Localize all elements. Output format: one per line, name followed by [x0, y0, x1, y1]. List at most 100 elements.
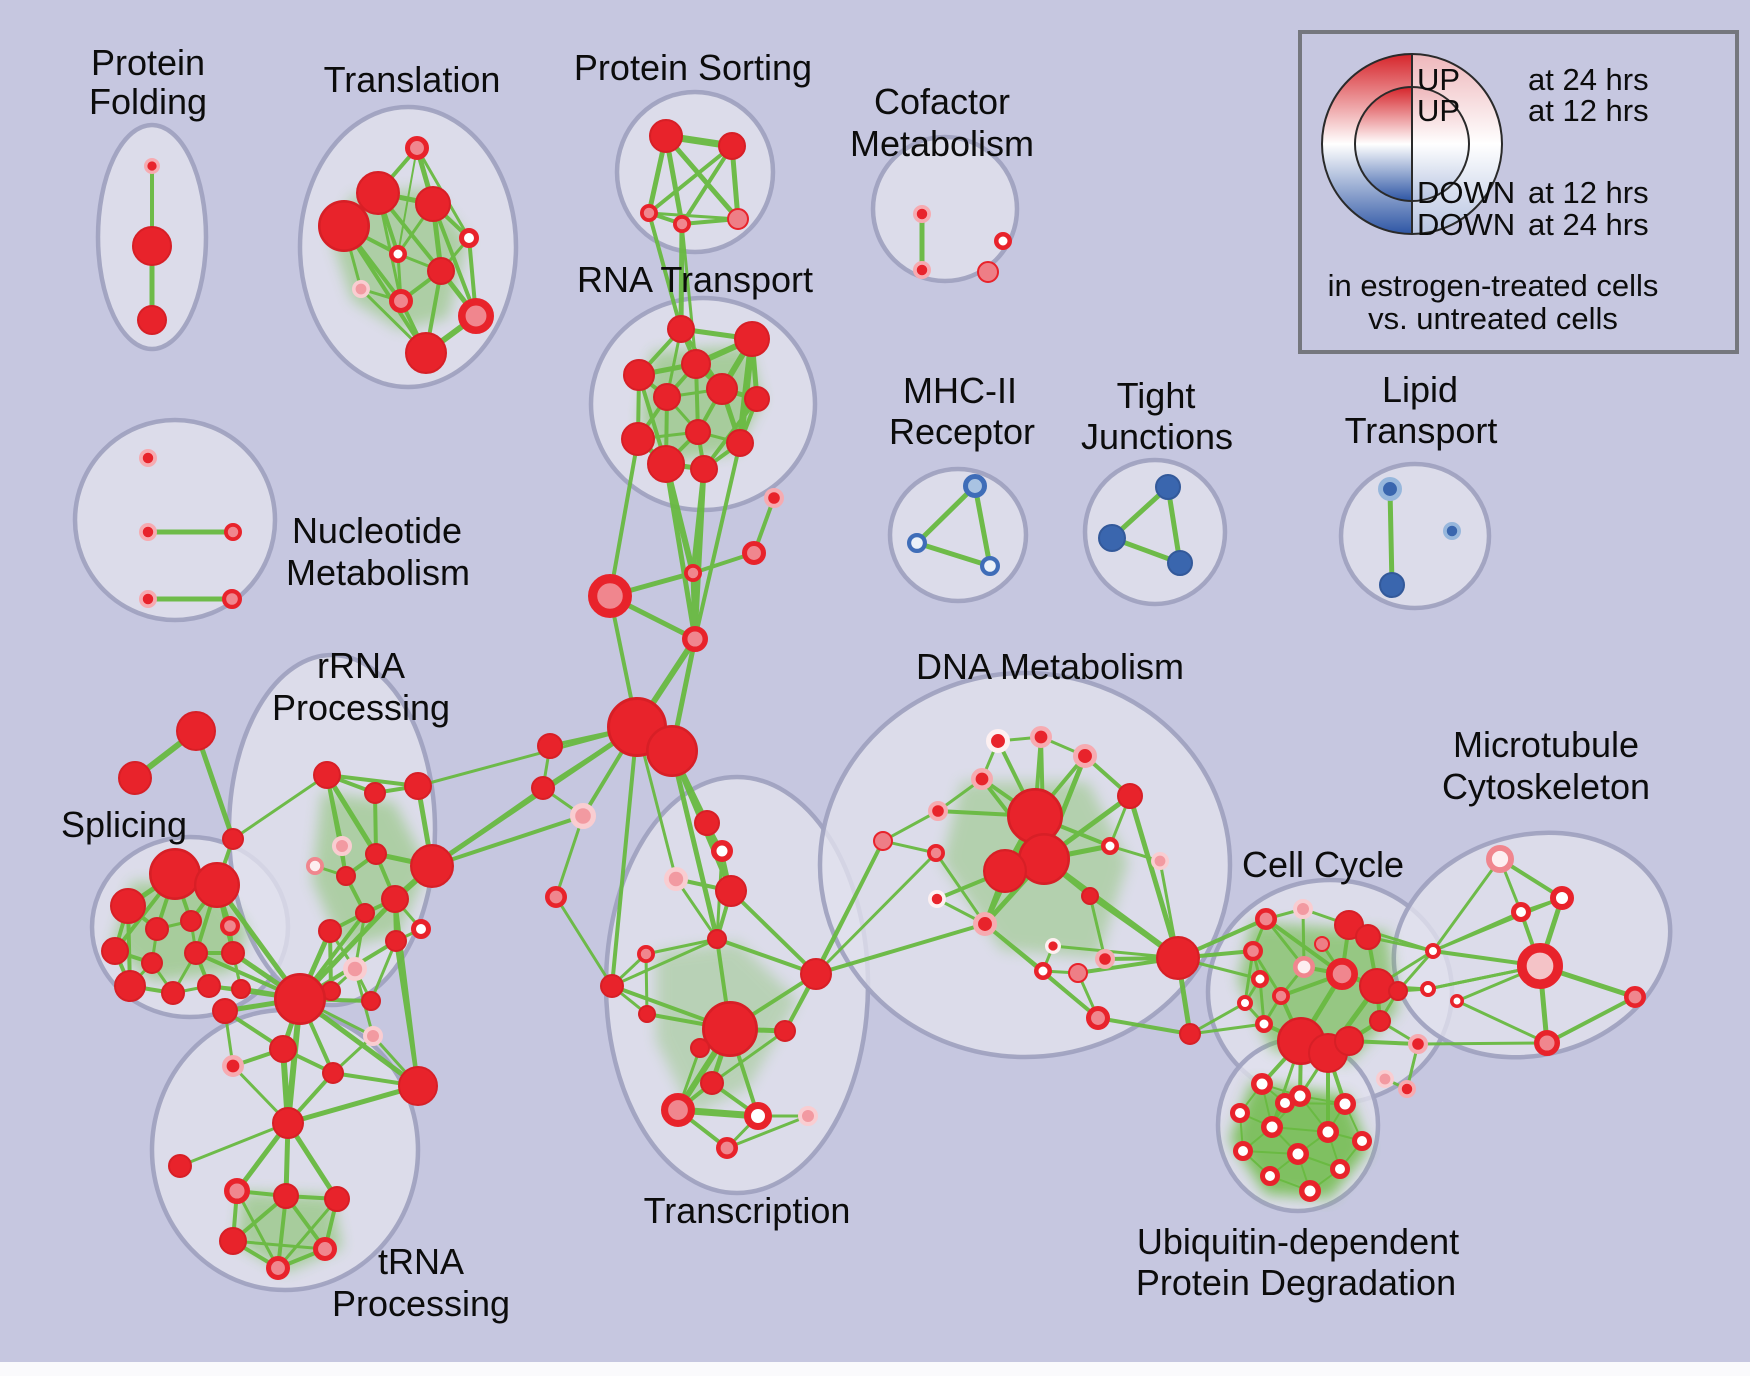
- gene-node: [317, 200, 370, 253]
- network-edge: [1088, 894, 1107, 961]
- gene-node: [1317, 1121, 1339, 1143]
- gene-node: [994, 232, 1012, 250]
- legend-box: [1298, 30, 1739, 354]
- cluster-bubble-cofactor-metabolism: [870, 134, 1020, 284]
- gene-node: [365, 843, 387, 865]
- network-edge: [430, 814, 585, 868]
- gene-node: [1388, 981, 1408, 1001]
- gene-node: [149, 847, 202, 900]
- gene-node: [1117, 783, 1143, 809]
- gene-node: [734, 321, 770, 357]
- gene-node: [1255, 907, 1278, 930]
- gene-node: [1425, 943, 1441, 959]
- gene-node: [927, 800, 948, 821]
- network-edge: [1096, 1016, 1192, 1036]
- gene-node: [265, 1256, 290, 1281]
- gene-node: [1533, 1029, 1560, 1056]
- legend-note: vs. untreated cells: [1368, 301, 1618, 336]
- gene-node: [410, 843, 455, 888]
- network-edge: [710, 1029, 787, 1085]
- gene-node: [1516, 943, 1563, 990]
- cluster-label-trna-processing: tRNA: [378, 1241, 464, 1282]
- gene-node: [197, 974, 221, 998]
- edge-blob: [1238, 922, 1398, 1063]
- legend-entry-time: at 24 hrs: [1528, 62, 1649, 97]
- legend-entry-time: at 12 hrs: [1528, 93, 1649, 128]
- gene-node: [963, 473, 988, 498]
- gene-node: [1398, 1080, 1417, 1099]
- gene-node: [623, 359, 655, 391]
- network-edge: [725, 1114, 810, 1150]
- gene-node: [685, 419, 711, 445]
- gene-node: [1314, 936, 1330, 952]
- gene-node: [457, 297, 494, 334]
- network-edge: [680, 144, 734, 226]
- gene-node: [355, 903, 375, 923]
- legend: UP at 24 hrs UP at 12 hrs DOWN at 12 hrs DOWN a…: [1298, 30, 1739, 354]
- gene-node: [322, 1062, 344, 1084]
- gene-node: [1155, 935, 1200, 980]
- gene-node: [404, 772, 432, 800]
- cluster-label-nucleotide-metabolism: Nucleotide: [292, 510, 462, 551]
- gene-node: [1369, 1010, 1391, 1032]
- gene-node: [742, 541, 767, 566]
- gene-node: [661, 1092, 696, 1127]
- cluster-label-protein-sorting: Protein Sorting: [574, 47, 812, 88]
- gene-node: [1260, 1166, 1280, 1186]
- network-edge: [324, 772, 379, 857]
- gene-node: [726, 429, 754, 457]
- nodes-layer: [101, 119, 1647, 1281]
- network-edge: [1431, 857, 1502, 953]
- gene-node: [1330, 1159, 1350, 1179]
- gene-node: [1086, 1006, 1111, 1031]
- gene-node: [1251, 1073, 1273, 1095]
- gene-node: [223, 523, 242, 542]
- gene-node: [1293, 955, 1316, 978]
- cluster-bubble-mhc-ii-receptor: [887, 466, 1029, 604]
- gene-node: [1272, 987, 1291, 1006]
- cluster-label-rrna-processing: Processing: [272, 687, 450, 728]
- gene-node: [1550, 886, 1574, 910]
- cluster-label-cell-cycle: Cell Cycle: [1242, 844, 1404, 885]
- gene-node: [1378, 476, 1403, 501]
- gene-node: [531, 776, 555, 800]
- gene-node: [1420, 981, 1436, 997]
- gene-node: [273, 1183, 299, 1209]
- gene-node: [600, 974, 624, 998]
- gene-node: [711, 840, 733, 862]
- gene-node: [621, 422, 655, 456]
- gene-node: [324, 1186, 350, 1212]
- network-edge: [663, 461, 698, 642]
- cluster-label-trna-processing: Processing: [332, 1283, 510, 1324]
- gene-node: [913, 261, 932, 280]
- gene-node: [1334, 1026, 1364, 1056]
- gene-node: [427, 257, 455, 285]
- gene-node: [913, 204, 932, 223]
- gene-node: [404, 331, 447, 374]
- gene-node: [1251, 970, 1269, 988]
- gene-node: [906, 532, 927, 553]
- gene-node: [1167, 550, 1193, 576]
- gene-node: [667, 315, 695, 343]
- gene-node: [1034, 962, 1052, 980]
- cluster-bubble-nucleotide-metabolism: [72, 417, 278, 623]
- gene-node: [645, 724, 698, 777]
- network-edge: [693, 441, 742, 641]
- gene-node: [702, 1001, 759, 1058]
- gene-node: [681, 349, 711, 379]
- gene-node: [114, 970, 146, 1002]
- legend-glyph-inner-right: [1412, 87, 1469, 201]
- gene-node: [1325, 957, 1358, 990]
- network-edge: [610, 937, 719, 988]
- gene-node: [727, 208, 749, 230]
- gene-node: [664, 867, 689, 892]
- gene-node: [637, 945, 656, 964]
- network-edge: [1545, 995, 1637, 1045]
- gene-node: [342, 957, 367, 982]
- cluster-label-rrna-processing: rRNA: [317, 645, 405, 686]
- legend-entry-time: at 12 hrs: [1528, 175, 1649, 210]
- network-edge: [647, 144, 734, 215]
- gene-node: [638, 1005, 656, 1023]
